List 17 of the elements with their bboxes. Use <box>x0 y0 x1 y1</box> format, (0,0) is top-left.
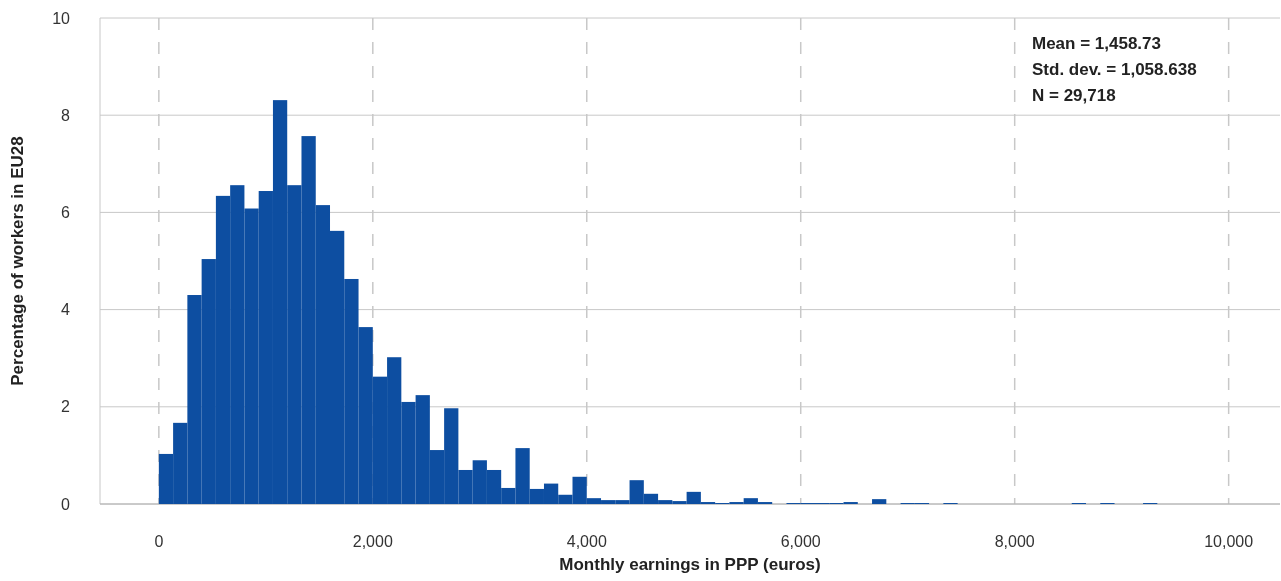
annotation: N = 29,718 <box>1032 86 1116 105</box>
y-axis-title: Percentage of workers in EU28 <box>8 136 27 386</box>
annotation: Std. dev. = 1,058.638 <box>1032 60 1197 79</box>
y-tick-label: 4 <box>61 301 71 319</box>
x-tick-label: 10,000 <box>1204 532 1254 550</box>
x-tick-label: 0 <box>154 532 164 550</box>
x-tick-label: 8,000 <box>994 532 1035 550</box>
y-tick-label: 10 <box>52 9 71 27</box>
y-tick-label: 0 <box>61 495 71 513</box>
x-tick-label: 4,000 <box>566 532 607 550</box>
x-tick-label: 2,000 <box>352 532 393 550</box>
y-tick-label: 2 <box>61 398 71 416</box>
x-axis-title: Monthly earnings in PPP (euros) <box>559 555 821 574</box>
annotation: Mean = 1,458.73 <box>1032 34 1162 53</box>
y-tick-label: 6 <box>61 204 71 221</box>
x-tick-label: 6,000 <box>780 532 821 550</box>
y-tick-label: 8 <box>61 106 71 124</box>
